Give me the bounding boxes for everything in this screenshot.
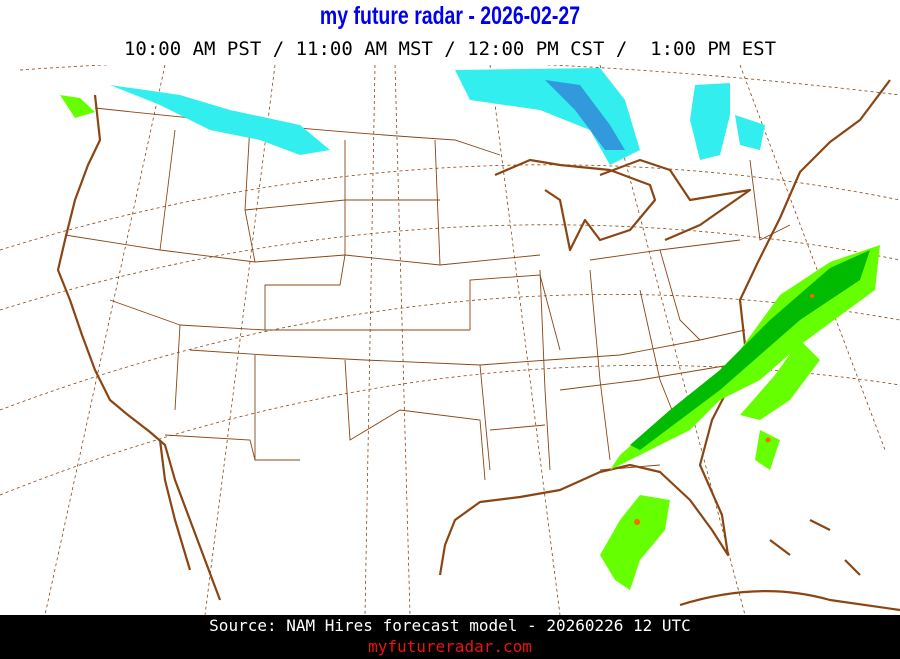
snow-area [110, 85, 330, 155]
coastline [56, 79, 900, 612]
state-borders [64, 107, 791, 481]
rain-light-area [740, 340, 820, 420]
site-link[interactable]: myfutureradar.com [368, 637, 532, 656]
time-zones-label: 10:00 AM PST / 11:00 AM MST / 12:00 PM C… [123, 38, 777, 60]
cuba [679, 590, 900, 612]
latitude-line [0, 224, 900, 311]
latitude-line [0, 164, 900, 251]
rain-heavy-cell [634, 519, 640, 525]
graticule [0, 65, 900, 615]
longitude-line [204, 65, 276, 615]
snow-area [690, 83, 730, 160]
rain-light-area [755, 430, 780, 470]
great-lakes [494, 158, 752, 252]
longitude-line [599, 65, 746, 615]
precipitation-rain [60, 95, 880, 590]
footer: Source: NAM Hires forecast model - 20260… [0, 615, 900, 659]
source-label: Source: NAM Hires forecast model - 20260… [209, 616, 691, 635]
longitude-line [44, 65, 166, 615]
latitude-line [0, 365, 900, 496]
longitude-line [489, 65, 561, 615]
longitude-line [364, 65, 376, 615]
rain-light-area [60, 95, 95, 118]
precipitation-snow [110, 68, 765, 165]
longitude-line [394, 65, 411, 615]
rain-light-area [600, 495, 670, 590]
page-title: my future radar - 2026-02-27 [319, 2, 581, 30]
snow-heavy-area [545, 80, 625, 150]
bahamas [769, 519, 861, 576]
latitude-line [19, 65, 900, 96]
radar-map [0, 65, 900, 615]
snow-area [735, 115, 765, 150]
longitude-line [739, 65, 886, 451]
rain-moderate-area [630, 250, 870, 450]
latitude-line [0, 294, 900, 411]
rain-heavy-cell [810, 294, 814, 298]
rain-heavy-cell [765, 437, 771, 443]
snow-area [455, 68, 640, 165]
